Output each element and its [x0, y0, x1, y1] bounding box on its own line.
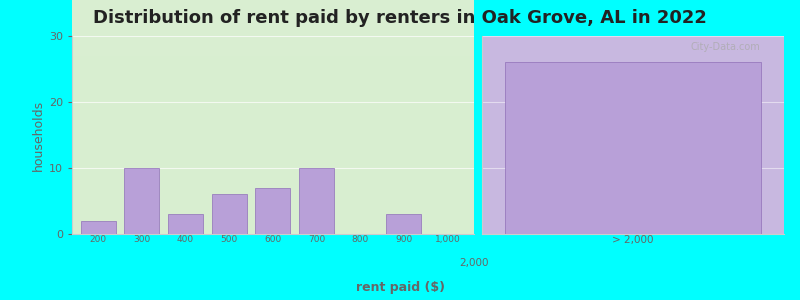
- Bar: [212, 194, 246, 234]
- Y-axis label: households: households: [32, 99, 45, 171]
- Text: rent paid ($): rent paid ($): [355, 281, 445, 294]
- Bar: [72, 56, 474, 115]
- Bar: [168, 214, 203, 234]
- Bar: [299, 168, 334, 234]
- Bar: [81, 221, 116, 234]
- Bar: [72, 175, 474, 234]
- Bar: [72, 115, 474, 175]
- Bar: [72, 0, 474, 56]
- Text: City-Data.com: City-Data.com: [690, 42, 760, 52]
- Text: Distribution of rent paid by renters in Oak Grove, AL in 2022: Distribution of rent paid by renters in …: [93, 9, 707, 27]
- Bar: [505, 62, 762, 234]
- Text: 2,000: 2,000: [459, 258, 489, 268]
- Bar: [255, 188, 290, 234]
- Bar: [386, 214, 422, 234]
- Bar: [125, 168, 159, 234]
